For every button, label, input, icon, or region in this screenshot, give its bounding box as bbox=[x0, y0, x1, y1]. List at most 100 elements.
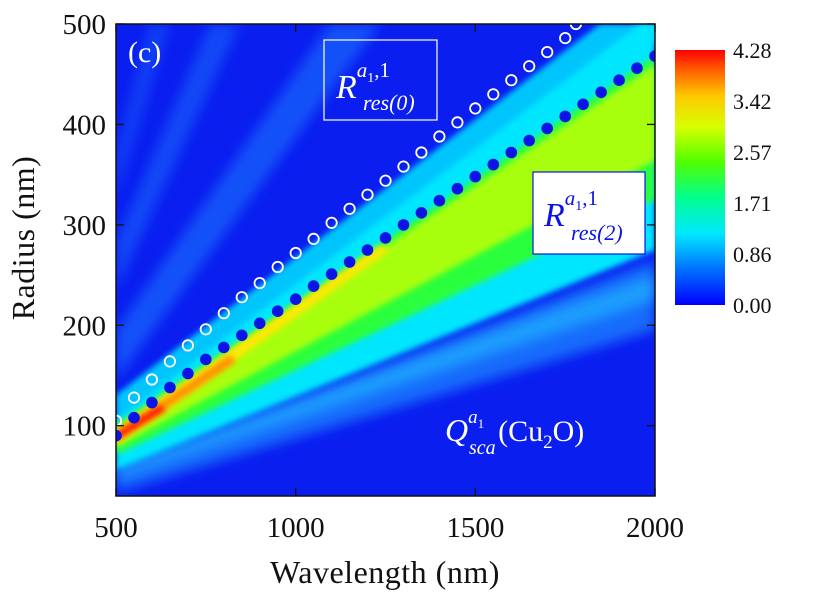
colorbar-tick-label: 3.42 bbox=[733, 89, 772, 114]
res2-data-point bbox=[253, 317, 266, 330]
res2-data-point bbox=[523, 134, 535, 147]
res2-data-point bbox=[343, 256, 356, 268]
res0-data-point bbox=[451, 116, 464, 129]
res2-data-point bbox=[307, 280, 320, 292]
res0-data-point bbox=[181, 339, 194, 352]
res0-data-point bbox=[433, 130, 446, 143]
heatmap-band-main-yellowgreen bbox=[116, 65, 655, 447]
res0-data-point bbox=[217, 307, 230, 320]
x-tick-label: 2000 bbox=[626, 512, 684, 544]
heatmap-field bbox=[116, 24, 655, 496]
colorbar-tick-label: 0.00 bbox=[733, 293, 772, 318]
res2-data-point bbox=[505, 146, 518, 159]
res0-data-point bbox=[325, 216, 338, 229]
heatmap-band-lower-cyan bbox=[116, 275, 655, 478]
res2-data-point bbox=[361, 244, 374, 256]
res2-data-point bbox=[218, 341, 230, 354]
series-markers bbox=[116, 24, 655, 442]
y-tick-label: 100 bbox=[63, 411, 107, 443]
res0-data-point bbox=[271, 260, 284, 274]
colorbar: 4.28 3.42 2.57 1.71 0.86 0.00 bbox=[675, 38, 772, 318]
res2-data-point bbox=[595, 86, 607, 99]
annotation-qsca-label: Qa1 (Cu2O) bbox=[445, 407, 584, 453]
res2-data-point bbox=[649, 50, 655, 62]
res0-data-point bbox=[343, 202, 356, 215]
res0-data-point bbox=[415, 146, 428, 159]
annotation-res0: Ra1,1 res(0) bbox=[323, 39, 438, 121]
annotation-res2: Ra1,1 res(2) bbox=[532, 171, 646, 255]
y-tick-label: 300 bbox=[63, 210, 107, 242]
res2-data-point bbox=[559, 110, 571, 123]
heatmap-streak-3 bbox=[116, 24, 170, 200]
annotation-qsca: Qa1 (Cu2O) sca bbox=[445, 407, 584, 459]
res2-data-point bbox=[613, 74, 625, 86]
annotation-res2-label: Ra1,1 bbox=[543, 186, 598, 234]
res0-data-point bbox=[487, 88, 500, 101]
res2-data-point bbox=[379, 232, 392, 244]
x-tick-label: 1500 bbox=[446, 512, 504, 544]
res2-data-point bbox=[128, 411, 140, 424]
res0-data-point bbox=[163, 355, 176, 368]
annotation-res2-box bbox=[532, 171, 646, 255]
res2-data-point bbox=[116, 429, 122, 442]
res2-data-point bbox=[631, 62, 643, 74]
res2-data-point bbox=[469, 170, 482, 183]
panel-label: (c) bbox=[128, 36, 161, 69]
y-tick-label: 500 bbox=[63, 9, 107, 41]
y-axis: 100 200 300 400 500 bbox=[63, 9, 655, 443]
colorbar-ticks: 4.28 3.42 2.57 1.71 0.86 0.00 bbox=[733, 38, 772, 318]
res2-data-point bbox=[577, 98, 589, 111]
heatmap-streak-1 bbox=[116, 24, 380, 380]
res2-data-point bbox=[146, 396, 158, 409]
res0-data-point bbox=[361, 188, 374, 201]
annotation-res0-box bbox=[323, 39, 438, 121]
res0-data-point bbox=[235, 291, 248, 304]
res0-data-point bbox=[397, 160, 410, 173]
res0-data-point bbox=[127, 391, 141, 404]
y-tick-label: 400 bbox=[63, 109, 107, 141]
heatmap-streak-2 bbox=[116, 24, 240, 290]
res2-data-point bbox=[289, 293, 302, 306]
res0-data-point bbox=[559, 31, 572, 45]
annotation-res0-sub: res(0) bbox=[363, 90, 415, 115]
colorbar-gradient bbox=[675, 50, 725, 305]
x-tick-label: 1000 bbox=[267, 512, 325, 544]
res2-data-point bbox=[487, 158, 500, 171]
res0-data-point bbox=[145, 373, 158, 386]
res0-data-point bbox=[469, 102, 482, 115]
res2-data-point bbox=[397, 219, 410, 231]
res0-data-point bbox=[307, 232, 320, 245]
annotation-res2-sub: res(2) bbox=[571, 220, 623, 245]
res0-data-point bbox=[379, 174, 392, 187]
res0-data-point bbox=[199, 323, 212, 336]
res2-data-point bbox=[182, 367, 194, 380]
annotation-qsca-sub: sca bbox=[469, 437, 496, 459]
colorbar-tick-label: 0.86 bbox=[733, 242, 772, 267]
heatmap-band-main-red bbox=[116, 405, 166, 440]
x-tick-label: 500 bbox=[94, 512, 138, 544]
colorbar-tick-label: 2.57 bbox=[733, 140, 772, 165]
y-tick-label: 200 bbox=[63, 310, 107, 342]
res2-data-point bbox=[236, 329, 248, 342]
colorbar-tick-label: 1.71 bbox=[733, 191, 772, 216]
res2-data-point bbox=[451, 182, 464, 195]
x-axis-title: Wavelength (nm) bbox=[270, 554, 500, 590]
res0-data-point bbox=[253, 276, 266, 290]
res2-data-point bbox=[200, 353, 212, 366]
plot-frame bbox=[115, 23, 656, 497]
res2-data-point bbox=[271, 305, 284, 318]
res2-data-point bbox=[415, 207, 428, 219]
res2-data-point bbox=[325, 268, 338, 280]
res0-data-point bbox=[541, 45, 554, 59]
res2-data-point bbox=[164, 381, 176, 394]
res2-data-point bbox=[433, 194, 446, 207]
x-axis: 500 1000 1500 2000 bbox=[94, 24, 684, 544]
res2-data-point bbox=[541, 122, 553, 135]
colorbar-tick-label: 4.28 bbox=[733, 38, 772, 63]
res0-data-point bbox=[289, 246, 302, 260]
annotation-res0-label: Ra1,1 bbox=[335, 58, 390, 106]
y-axis-title: Radius (nm) bbox=[5, 156, 41, 321]
res0-data-point bbox=[569, 24, 582, 31]
res0-data-point bbox=[523, 60, 536, 73]
